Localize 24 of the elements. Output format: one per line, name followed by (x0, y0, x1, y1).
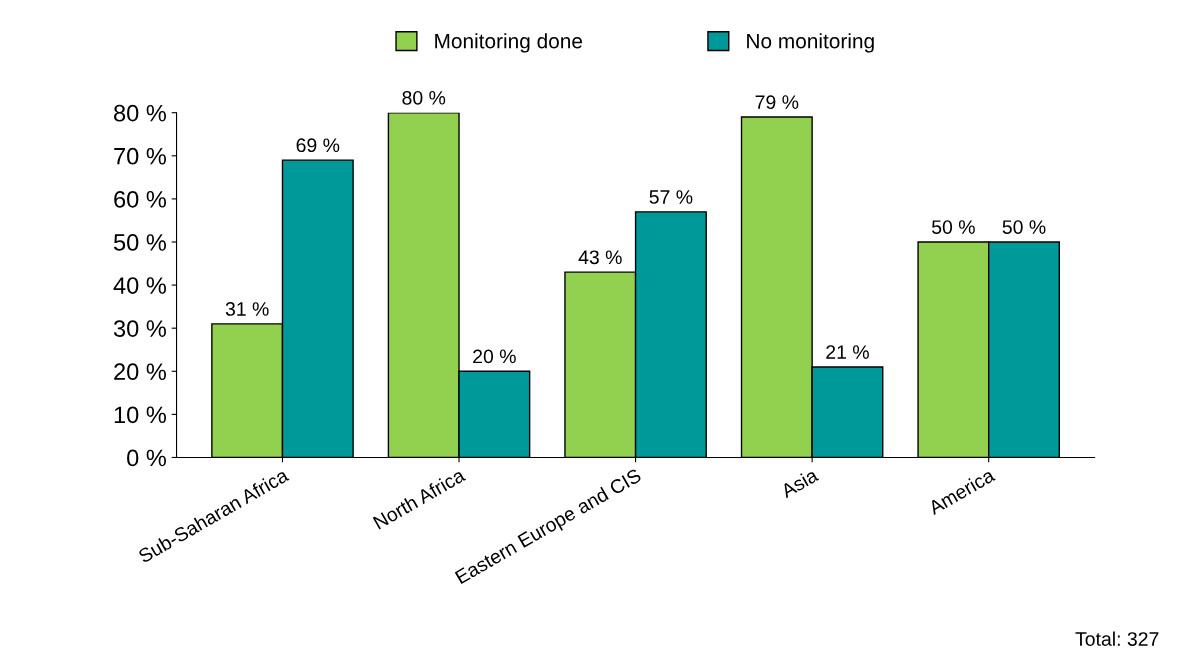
y-tick-label: 50 % (113, 234, 166, 251)
data-label: 57 % (649, 190, 693, 204)
data-label: 69 % (296, 138, 340, 153)
y-tick-label: 20 % (114, 363, 166, 381)
data-label: 50 % (1002, 220, 1046, 234)
data-label: 20 % (473, 349, 516, 364)
legend-label: Monitoring done (435, 33, 583, 53)
data-label: 31 % (225, 302, 269, 316)
y-tick-label: 30 % (113, 320, 166, 337)
x-tick-label: Asia (779, 467, 820, 499)
y-tick-label: 60 % (114, 190, 166, 208)
y-tick-label: 10 % (114, 406, 166, 424)
data-label: 21 % (826, 345, 869, 359)
y-tick-label: 0 % (127, 449, 166, 467)
y-tick-label: 70 % (114, 147, 166, 165)
text: Total: 327 (1075, 631, 1159, 646)
data-label: 43 % (578, 250, 622, 265)
data-label: 79 % (755, 95, 799, 110)
x-tick-label: North Africa (372, 467, 467, 530)
legend-label: No monitoring (747, 33, 874, 53)
data-label: 80 % (402, 90, 446, 105)
y-tick-label: 80 % (114, 104, 166, 122)
y-tick-label: 40 % (113, 277, 166, 294)
data-label: 50 % (931, 220, 975, 234)
